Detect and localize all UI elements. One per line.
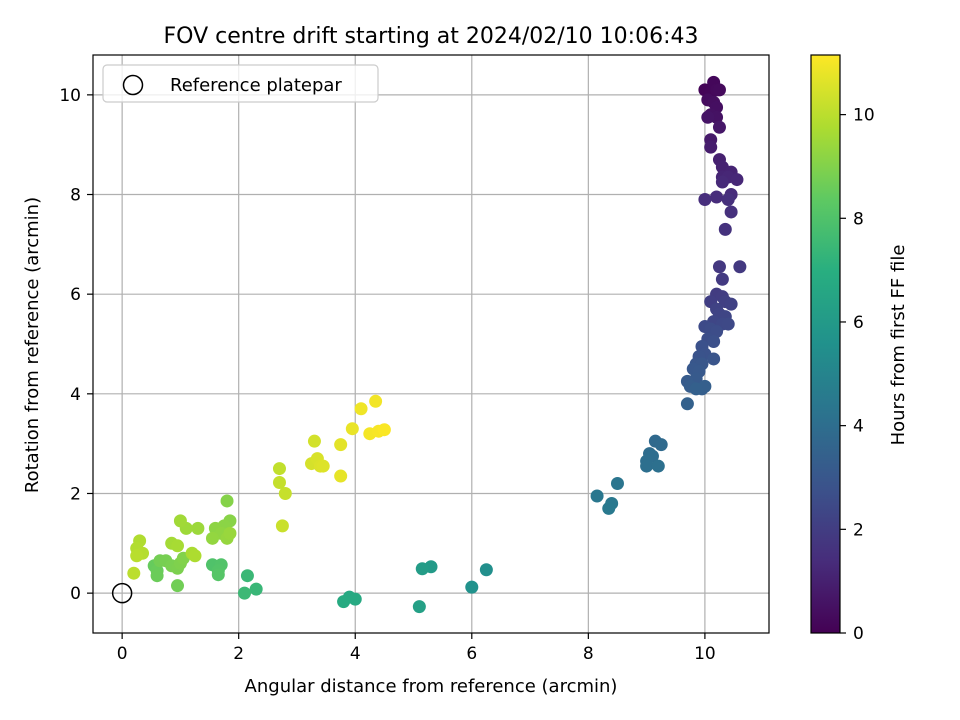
- data-point: [712, 83, 726, 97]
- data-point: [710, 190, 724, 204]
- data-point: [272, 476, 286, 490]
- data-point: [602, 501, 616, 515]
- data-point: [712, 260, 726, 274]
- legend-entry-reference-platepar: Reference platepar: [170, 75, 342, 96]
- colorbar-tick-label: 2: [853, 520, 864, 540]
- data-point: [249, 582, 263, 596]
- data-point: [680, 397, 694, 411]
- chart-title: FOV centre drift starting at 2024/02/10 …: [164, 24, 699, 49]
- data-point: [698, 193, 712, 206]
- data-point: [718, 222, 732, 236]
- data-point: [369, 394, 383, 408]
- data-point: [191, 521, 205, 535]
- data-point: [721, 317, 735, 331]
- data-point: [707, 352, 721, 366]
- data-point: [715, 175, 729, 189]
- data-point: [707, 335, 721, 349]
- legend-box: [102, 64, 379, 103]
- x-tick-label: 10: [694, 644, 716, 664]
- data-point: [278, 486, 292, 500]
- data-point: [354, 402, 368, 416]
- x-tick-label: 2: [233, 644, 244, 664]
- data-point: [640, 459, 654, 473]
- data-point: [334, 469, 348, 483]
- colorbar-tick-label: 4: [853, 417, 864, 437]
- x-tick-label: 4: [350, 644, 361, 664]
- data-point: [415, 562, 429, 576]
- axis-ticks: 0 2 4 6 8 10 0 2 4 6 8 10: [59, 86, 715, 664]
- plot-frame: [92, 54, 770, 634]
- data-point: [171, 539, 184, 553]
- y-tick-label: 10: [59, 86, 81, 106]
- y-tick-label: 6: [70, 285, 81, 305]
- data-point: [188, 549, 202, 563]
- data-point: [171, 579, 184, 593]
- data-point: [348, 592, 362, 606]
- legend: Reference platepar: [102, 64, 379, 103]
- data-point: [724, 205, 738, 219]
- y-tick-label: 8: [70, 186, 81, 206]
- data-point: [150, 569, 164, 583]
- data-point: [654, 438, 668, 452]
- data-point: [479, 563, 493, 577]
- data-point: [127, 566, 141, 580]
- data-point: [345, 422, 359, 436]
- colorbar-tick-label: 10: [853, 106, 875, 126]
- data-point: [337, 595, 351, 609]
- data-points: [127, 75, 747, 614]
- y-tick-label: 0: [70, 584, 81, 604]
- y-tick-label: 4: [70, 385, 81, 405]
- data-point: [710, 325, 724, 339]
- x-tick-label: 6: [466, 644, 477, 664]
- colorbar-tick-label: 6: [853, 313, 864, 333]
- colorbar-label: Hours from first FF file: [888, 245, 909, 446]
- data-point: [130, 549, 144, 563]
- x-axis-label: Angular distance from reference (arcmin): [245, 676, 618, 697]
- x-tick-label: 8: [583, 644, 594, 664]
- data-point: [272, 462, 286, 476]
- colorbar-tick-label: 8: [853, 209, 864, 229]
- y-axis-label: Rotation from reference (arcmin): [22, 197, 43, 493]
- data-point: [712, 120, 726, 134]
- data-point: [704, 140, 718, 154]
- data-point: [730, 173, 744, 187]
- data-point: [721, 193, 735, 206]
- reference-marker: [111, 582, 133, 604]
- data-point: [240, 569, 254, 583]
- colorbar-tick-label: 0: [853, 624, 864, 644]
- data-point: [412, 600, 426, 614]
- grid: [93, 55, 769, 633]
- data-point: [211, 568, 225, 582]
- data-point: [205, 531, 219, 545]
- data-point: [733, 260, 747, 274]
- data-point: [275, 519, 289, 533]
- data-point: [689, 382, 703, 396]
- y-tick-label: 2: [70, 484, 81, 504]
- data-point: [334, 438, 348, 452]
- data-point: [223, 526, 237, 540]
- colorbar-ticks: 0 2 4 6 8 10: [840, 106, 875, 644]
- data-point: [651, 459, 665, 473]
- data-point: [220, 494, 234, 508]
- data-point: [465, 580, 479, 594]
- x-tick-label: 0: [117, 644, 128, 664]
- data-point: [173, 514, 187, 528]
- reference-platepar-marker: [111, 582, 133, 604]
- data-point: [724, 297, 738, 311]
- data-point: [590, 489, 604, 503]
- data-point: [238, 586, 252, 600]
- data-point: [377, 423, 391, 437]
- data-point: [610, 477, 624, 491]
- data-point: [307, 434, 321, 448]
- data-point: [715, 272, 729, 286]
- colorbar: [810, 54, 841, 634]
- data-point: [701, 110, 715, 124]
- legend-reference-marker: [122, 74, 144, 96]
- data-point: [316, 459, 330, 473]
